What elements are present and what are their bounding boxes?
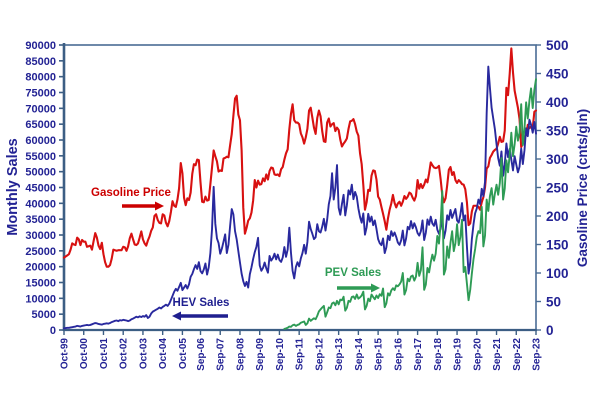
left-axis-tick-label: 75000 <box>25 88 56 100</box>
right-axis-tick-label: 450 <box>546 67 569 82</box>
x-axis: Oct-99 Oct-00 Oct-01 Oct-02 Oct-03 Oct-04 Oct-… <box>60 330 543 371</box>
x-axis-tick-label: Sep-19 <box>453 338 464 371</box>
series-line-hev-sales <box>63 65 537 330</box>
x-axis-tick-label: Sep-08 <box>235 338 246 371</box>
right-axis-tick-label: 100 <box>546 266 569 281</box>
x-axis-tick-label: Sep-21 <box>492 338 503 371</box>
annotation-gasoline: Gasoline Price <box>91 187 171 211</box>
left-axis-tick-label: 45000 <box>25 183 56 195</box>
x-axis-tick-label: Sep-22 <box>512 338 523 371</box>
annotation-hev: HEV Sales <box>172 297 229 321</box>
left-axis-tick-label: 55000 <box>25 151 56 163</box>
x-axis-tick-label: Sep-13 <box>334 338 345 371</box>
right-axis-tick-label: 0 <box>546 323 554 338</box>
left-axis-tick-label: 0 <box>50 325 56 337</box>
left-axis-tick-label: 90000 <box>25 40 56 52</box>
right-axis-tick-label: 50 <box>546 295 561 310</box>
annotation-arrow-hev <box>172 311 181 321</box>
right-axis-tick-label: 250 <box>546 181 569 196</box>
x-axis-tick-label: Oct-04 <box>158 338 169 370</box>
annotation-label-hev: HEV Sales <box>173 297 230 309</box>
right-axis: 0 50 100 150 200 250 300 350 400 450 500 <box>536 38 569 338</box>
x-axis-tick-label: Oct-00 <box>79 338 90 370</box>
left-axis-tick-label: 10000 <box>25 293 56 305</box>
x-axis-tick-label: Sep-06 <box>196 338 207 371</box>
annotation-arrow-pev <box>371 283 380 293</box>
x-axis-tick-label: Sep-14 <box>354 338 365 371</box>
left-axis-tick-label: 85000 <box>25 56 56 68</box>
right-axis-tick-label: 400 <box>546 95 569 110</box>
left-axis-tick-label: 60000 <box>25 135 56 147</box>
left-axis: 0 5000 10000 15000 20000 25000 30000 35000 40000… <box>25 40 64 337</box>
x-axis-tick-label: Sep-16 <box>393 338 404 371</box>
x-axis-tick-label: Sep-23 <box>532 338 543 371</box>
x-axis-tick-label: Oct-99 <box>60 338 71 370</box>
left-axis-tick-label: 35000 <box>25 214 56 226</box>
series-line-pev-sales <box>283 78 537 330</box>
left-axis-tick-label: 15000 <box>25 278 56 290</box>
left-axis-tick-label: 50000 <box>25 167 56 179</box>
x-axis-tick-label: Sep-12 <box>314 338 325 371</box>
x-axis-tick-label: Oct-03 <box>138 338 149 370</box>
left-axis-tick-label: 20000 <box>25 262 56 274</box>
x-axis-tick-label: Oct-01 <box>99 338 110 370</box>
x-axis-tick-label: Sep-09 <box>255 338 266 371</box>
x-axis-tick-label: Sep-07 <box>216 338 227 371</box>
right-axis-title: Gasoline Price (cnts/gln) <box>575 109 590 267</box>
left-axis-tick-label: 5000 <box>32 309 56 321</box>
annotation-label-gasoline: Gasoline Price <box>91 187 171 199</box>
left-axis-tick-label: 80000 <box>25 72 56 84</box>
right-axis-tick-label: 300 <box>546 152 569 167</box>
x-axis-tick-label: Sep-10 <box>275 338 286 371</box>
right-axis-tick-label: 150 <box>546 238 569 253</box>
x-axis-tick-label: Oct-05 <box>178 338 189 370</box>
left-axis-tick-label: 25000 <box>25 246 56 258</box>
x-axis-tick-label: Sep-17 <box>413 338 424 371</box>
x-axis-tick-label: Sep-11 <box>295 338 306 371</box>
series-line-gasoline-price <box>62 47 538 268</box>
x-axis-tick-label: Sep-18 <box>433 338 444 371</box>
left-axis-tick-label: 30000 <box>25 230 56 242</box>
left-axis-tick-label: 40000 <box>25 198 56 210</box>
x-axis-tick-label: Sep-20 <box>472 338 483 371</box>
left-axis-tick-label: 70000 <box>25 103 56 115</box>
x-axis-tick-label: Sep-15 <box>374 338 385 371</box>
right-axis-tick-label: 350 <box>546 124 569 139</box>
annotation-label-pev: PEV Sales <box>325 267 381 279</box>
right-axis-tick-label: 200 <box>546 209 569 224</box>
annotation-pev: PEV Sales <box>325 267 381 293</box>
annotation-arrow-gasoline <box>155 201 164 211</box>
x-axis-tick-label: Oct-02 <box>119 338 130 370</box>
right-axis-tick-label: 500 <box>546 38 569 53</box>
left-axis-title: Monthly Sales <box>5 138 21 236</box>
left-axis-tick-label: 65000 <box>25 119 56 131</box>
